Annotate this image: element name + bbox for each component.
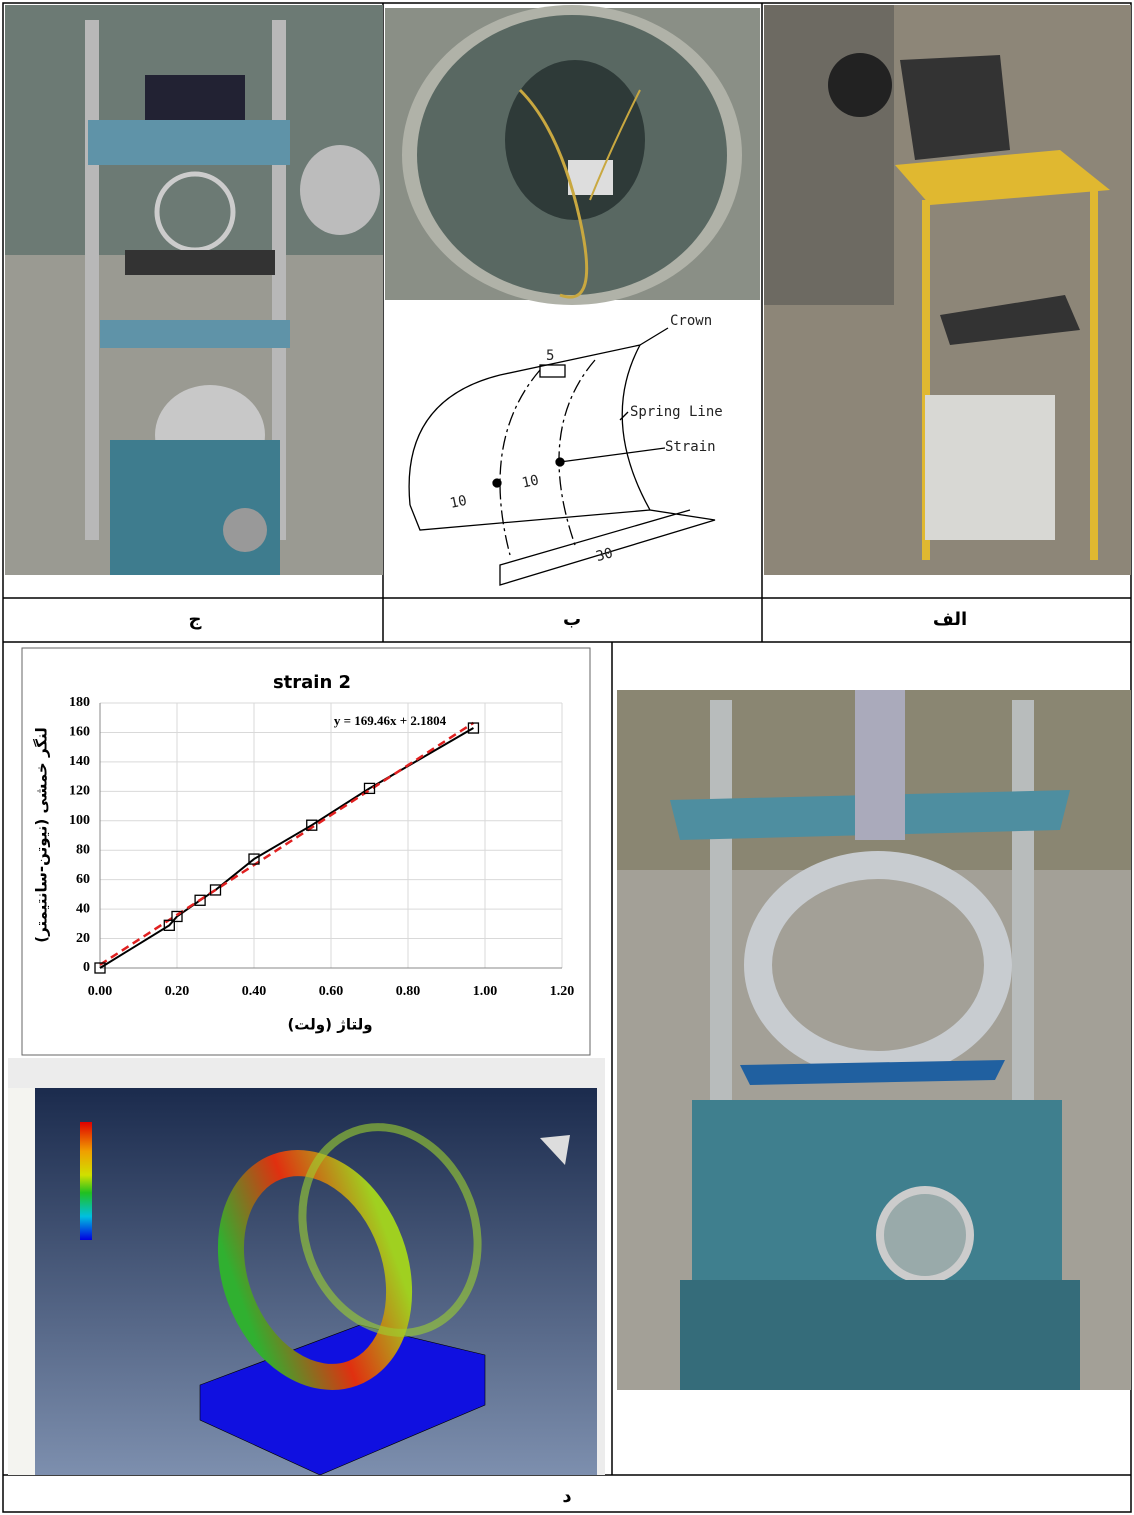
panel-label: ج [189,609,202,630]
x-tick-label: 1.00 [473,984,498,999]
x-tick-label: 0.40 [242,984,267,999]
fea-screenshot [8,1058,605,1475]
panel-label: ب [563,609,581,630]
chart-title: strain 2 [273,672,351,693]
trendline-equation: y = 169.46x + 2.1804 [334,713,447,728]
photo-data-acquisition [764,5,1131,575]
diagram-dimension: 30 [594,545,614,565]
x-tick-label: 0.00 [88,984,113,999]
figure-page: Crown Spring Line Strain 5 10 10 30 ج ب … [0,0,1134,1515]
y-tick-label: 180 [69,695,90,710]
diagram-dimension: 10 [449,493,469,512]
x-axis-label: ولتاژ (ولت) [287,1016,372,1034]
diagram-label: Spring Line [630,404,723,420]
x-tick-label: 0.20 [165,984,190,999]
panel-label: د [562,1486,571,1507]
panel-label: الف [933,609,967,630]
y-tick-label: 0 [83,960,90,975]
y-tick-label: 120 [69,784,90,799]
x-tick-label: 0.60 [319,984,344,999]
y-tick-label: 80 [76,842,90,857]
y-axis-label: لنگر خمشی (نیوتن-سانتیمتر) [33,727,51,943]
photo-ring-test [617,690,1131,1390]
x-tick-label: 1.20 [550,984,575,999]
strain-gauge-diagram [409,328,715,585]
diagram-label: Strain [665,439,716,455]
diagram-dimension: 10 [521,472,541,491]
y-tick-label: 60 [76,872,90,887]
diagram-dimension: 5 [546,348,554,364]
y-tick-label: 40 [76,901,90,916]
y-tick-label: 140 [69,754,90,769]
y-tick-label: 160 [69,725,90,740]
y-tick-label: 20 [76,931,90,946]
x-tick-label: 0.80 [396,984,421,999]
y-tick-label: 100 [69,813,90,828]
photo-loading-machine [5,5,383,575]
diagram-label: Crown [670,313,712,329]
photo-pipe-interior [385,5,760,305]
